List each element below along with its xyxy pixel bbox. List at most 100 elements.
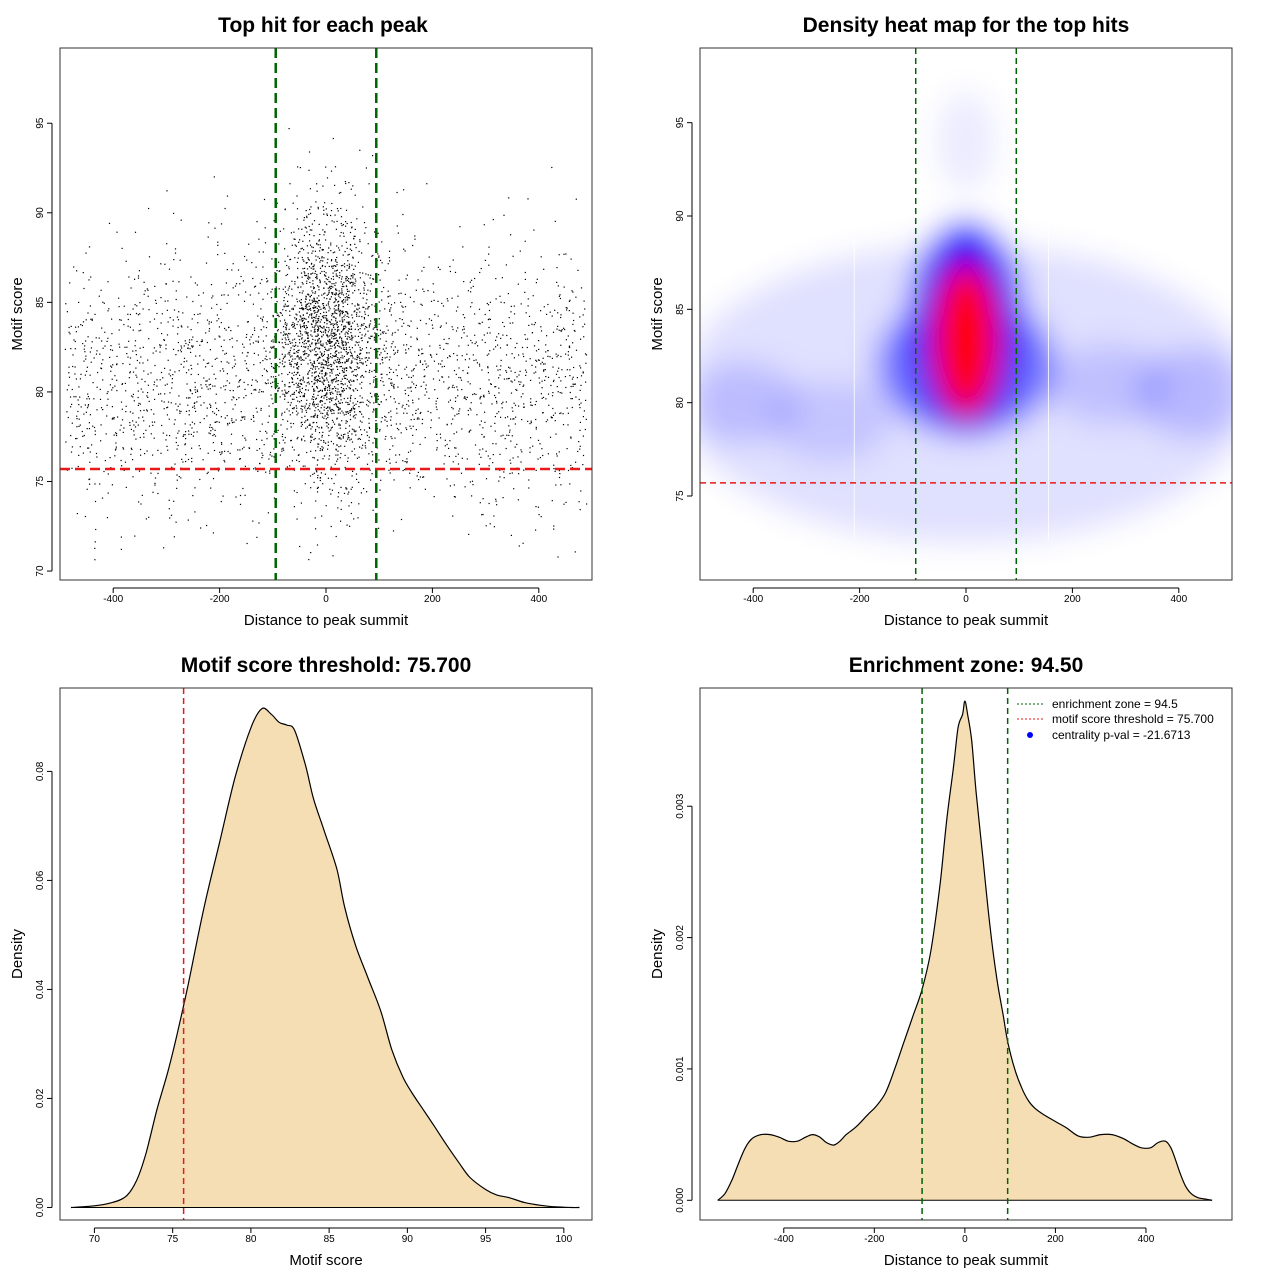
scatter-point [315,428,317,431]
scatter-point [435,406,437,408]
scatter-point [291,381,293,383]
scatter-point [558,329,560,331]
scatter-point [306,426,308,428]
scatter-point [297,335,299,337]
scatter-point [360,401,362,403]
scatter-point [373,408,375,410]
scatter-point [338,247,340,249]
scatter-point [347,290,349,292]
scatter-point [369,290,371,292]
scatter-point [499,369,501,371]
scatter-point [95,337,97,339]
scatter-point [538,359,540,361]
scatter-point [578,441,580,443]
scatter-point [360,349,362,351]
scatter-point [120,319,122,321]
scatter-point [132,420,134,422]
scatter-point [82,435,84,437]
scatter-point [291,288,293,290]
scatter-point [336,366,338,368]
scatter-point [330,287,332,289]
scatter-point [346,352,348,354]
scatter-point [404,293,406,295]
scatter-point [86,366,88,368]
scatter-point [483,224,485,226]
scatter-point [129,363,131,365]
scatter-point [362,272,364,274]
scatter-point [306,245,308,247]
scatter-point [378,335,380,337]
scatter-point [345,280,347,282]
scatter-point [111,418,113,420]
scatter-point [341,290,343,292]
scatter-point [324,402,326,405]
scatter-point [321,416,324,418]
scatter-point [210,321,212,323]
scatter-point [91,318,93,320]
scatter-point [388,378,390,380]
scatter-point [324,395,326,397]
scatter-point [284,383,286,386]
scatter-point [360,352,362,354]
scatter-point [333,412,335,414]
scatter-point [296,407,298,409]
scatter-point [386,420,388,422]
scatter-point [200,404,202,406]
scatter-point [389,472,391,474]
scatter-point [339,372,341,374]
scatter-point [350,326,352,328]
scatter-point [311,317,313,319]
scatter-point [487,366,489,368]
scatter-point [311,262,313,264]
scatter-point [416,339,418,341]
scatter-point [110,370,112,372]
scatter-point [354,431,356,433]
scatter-point [262,360,264,362]
scatter-point [527,198,529,200]
scatter-point [582,371,584,373]
scatter-point [369,383,371,385]
scatter-point [328,455,331,457]
scatter-point [356,315,358,317]
scatter-point [499,374,501,376]
scatter-point [408,405,410,407]
scatter-point [339,359,341,361]
scatter-point [295,344,297,346]
scatter-point [237,449,239,451]
scatter-point [188,341,191,343]
scatter-point [139,448,142,451]
scatter-point [410,390,412,392]
scatter-point [566,407,568,409]
scatter-point [242,435,244,437]
scatter-point [367,289,369,291]
scatter-point [86,407,89,409]
scatter-point [157,327,159,330]
scatter-point [357,517,359,519]
scatter-point [239,458,241,460]
scatter-point [104,331,106,333]
scatter-point [189,348,191,350]
scatter-point [246,542,248,545]
scatter-point [406,403,408,406]
score-density-x-label: Motif score [289,1252,362,1269]
scatter-point [480,395,482,398]
scatter-point [302,283,304,285]
scatter-point [336,245,338,247]
scatter-point [448,338,450,340]
scatter-point [381,359,383,361]
scatter-point [247,321,249,323]
scatter-point [326,367,329,369]
scatter-point [347,493,349,495]
scatter-point [246,321,249,323]
scatter-point [305,357,307,359]
scatter-point [404,393,407,395]
scatter-point [244,465,246,467]
scatter-point [300,302,302,304]
scatter-point [107,398,109,400]
scatter-point [354,397,356,400]
scatter-point [245,363,247,365]
scatter-point [254,388,256,390]
scatter-point [215,421,217,423]
scatter-point [252,342,254,344]
scatter-point [352,284,354,286]
